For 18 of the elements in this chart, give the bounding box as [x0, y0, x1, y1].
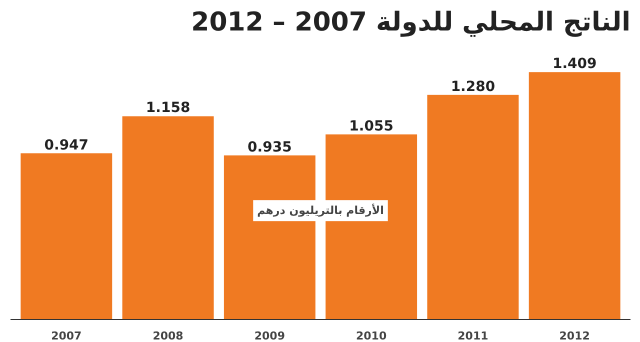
x-tick-label: 2012: [559, 330, 590, 342]
bar: [528, 72, 620, 320]
bar: [122, 116, 214, 320]
x-tick-label: 2011: [458, 330, 488, 342]
chart-title: الناتج المحلي للدولة 2007 – 2012: [191, 8, 631, 38]
bar: [20, 153, 112, 320]
x-tick-label: 2008: [152, 330, 184, 342]
data-label: 1.055: [349, 118, 394, 134]
bar: [427, 94, 519, 320]
data-label: 0.947: [44, 137, 89, 154]
x-tick-label: 2010: [356, 330, 387, 342]
data-label: 1.280: [450, 78, 496, 95]
data-label: 1.409: [552, 56, 597, 72]
data-label: 0.935: [248, 139, 292, 156]
data-label: 1.158: [146, 100, 190, 116]
annotation: الأرقام بالتريليون درهم: [257, 203, 384, 218]
x-tick-label: 2009: [254, 330, 285, 342]
x-tick-label: 2007: [51, 330, 82, 342]
